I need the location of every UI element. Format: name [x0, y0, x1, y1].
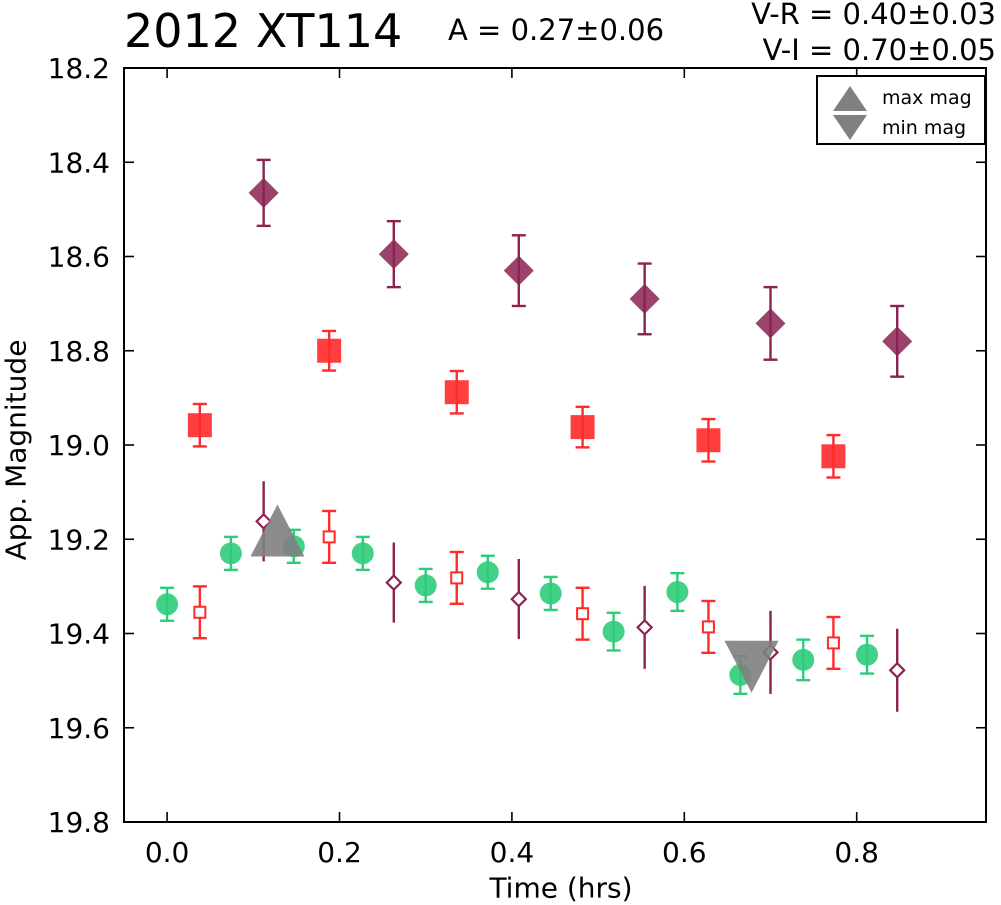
data-point	[156, 593, 179, 616]
data-point	[666, 581, 689, 604]
data-point	[821, 444, 846, 469]
data-point	[882, 326, 913, 357]
triangle-down-icon	[833, 115, 867, 140]
y-tick-label: 18.6	[48, 241, 110, 274]
data-point	[510, 590, 528, 608]
data-point	[317, 338, 342, 363]
y-tick-label: 18.8	[48, 335, 110, 368]
data-point	[539, 582, 562, 605]
data-point	[476, 561, 499, 584]
data-point	[602, 620, 625, 643]
data-point	[696, 428, 721, 453]
legend: max mag min mag	[816, 75, 986, 145]
data-point	[219, 542, 242, 565]
data-point	[193, 605, 207, 619]
data-point	[576, 607, 590, 621]
y-tick-label: 19.4	[48, 618, 110, 651]
color-index-vi: V-I = 0.70±0.05	[762, 33, 996, 67]
max-mag-marker	[250, 504, 305, 557]
triangle-up-icon	[833, 86, 867, 111]
y-tick-label: 19.8	[48, 806, 110, 839]
y-tick-label: 19.6	[48, 712, 110, 745]
legend-label-max: max mag	[882, 87, 972, 109]
data-point	[503, 255, 534, 286]
data-point	[450, 571, 464, 585]
x-tick-label: 0.6	[662, 836, 707, 869]
data-point	[378, 239, 409, 270]
x-axis-label: Time (hrs)	[489, 871, 633, 905]
data-point	[629, 283, 660, 314]
chart-title: 2012 XT114	[124, 4, 403, 58]
legend-label-min: min mag	[882, 117, 967, 139]
x-tick-label: 0.4	[490, 836, 535, 869]
color-index-vr: V-R = 0.40±0.03	[751, 0, 996, 31]
legend-entry-min: min mag	[818, 113, 984, 143]
data-point	[385, 574, 403, 592]
y-tick-label: 18.4	[48, 146, 110, 179]
data-point	[755, 308, 786, 339]
data-point	[701, 620, 715, 634]
amplitude-label: A = 0.27±0.06	[448, 13, 665, 47]
data-point	[826, 636, 840, 650]
x-tick-label: 0.0	[145, 836, 190, 869]
plot-frame	[123, 67, 987, 823]
y-tick-label: 18.2	[48, 52, 110, 85]
data-point	[414, 574, 437, 597]
data-point	[322, 530, 336, 544]
x-tick-label: 0.2	[317, 836, 362, 869]
y-axis-label: App. Magnitude	[0, 339, 33, 561]
y-tick-label: 19.2	[48, 523, 110, 556]
data-point	[444, 380, 469, 405]
y-tick-label: 19.0	[48, 429, 110, 462]
data-point	[792, 648, 815, 671]
data-point	[187, 413, 212, 438]
data-point	[888, 661, 906, 679]
data-point	[856, 643, 879, 666]
min-mag-marker	[724, 640, 779, 693]
axes: 18.2 18.4 18.6 18.8 19.0 19.2 19.4 19.6 19.8 0.0 0…	[48, 52, 987, 869]
data-point	[636, 618, 654, 636]
data-point	[248, 177, 279, 208]
legend-entry-max: max mag	[818, 83, 984, 113]
data-marks	[156, 158, 913, 712]
x-tick-label: 0.8	[834, 836, 879, 869]
data-point	[351, 542, 374, 565]
data-point	[570, 415, 595, 440]
